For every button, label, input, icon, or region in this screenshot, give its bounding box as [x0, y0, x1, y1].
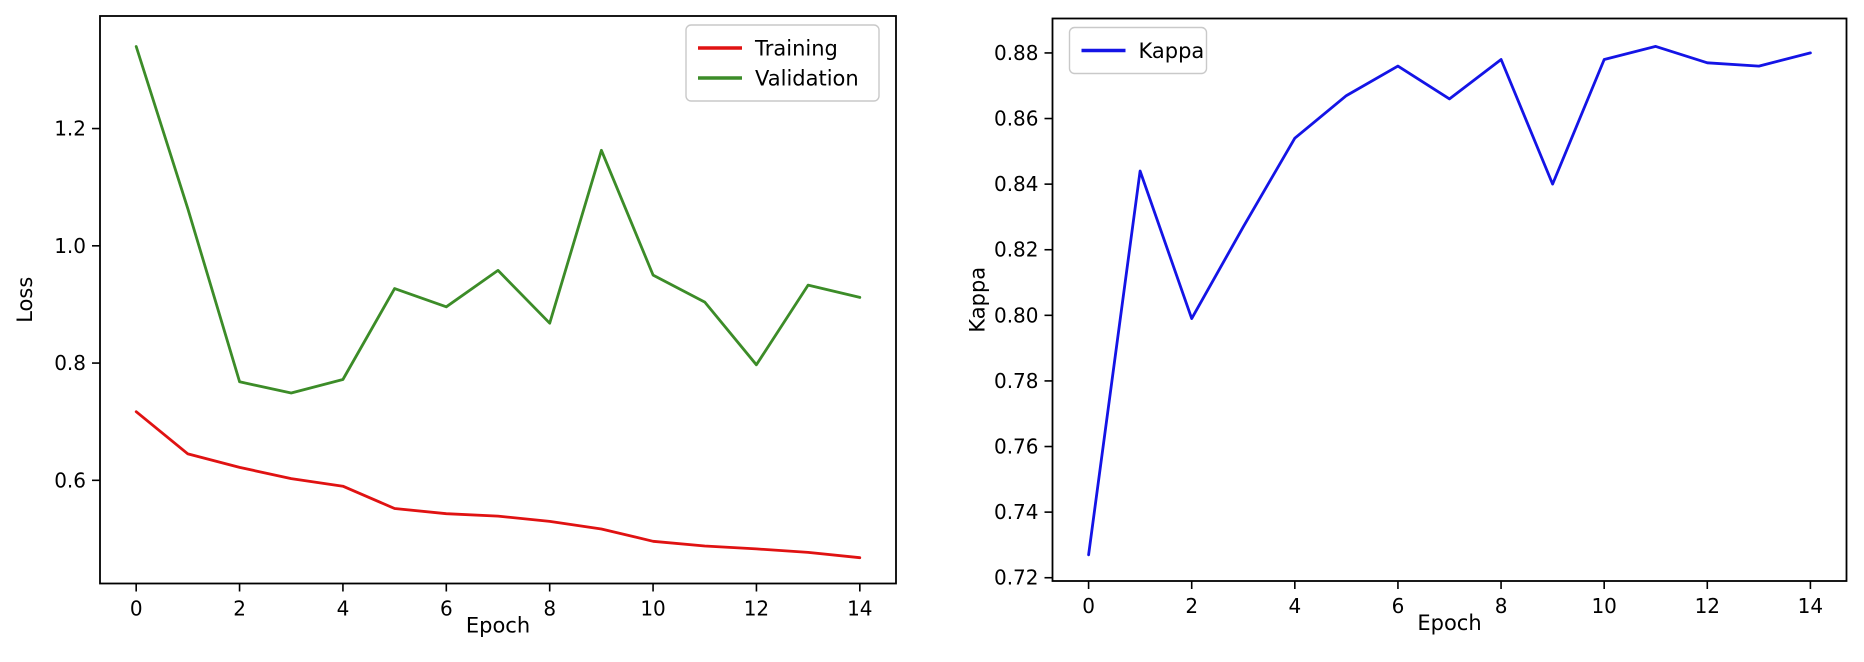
loss-y-tick-label: 0.6: [54, 468, 86, 492]
loss-plot-border: [99, 15, 897, 585]
training-validation-loss-chart: 0 2 4 6 8 10 12 14 0.6 0.8 1.0 1.2 Epoch Loss Training…: [13, 15, 897, 638]
kappa-legend-label: Kappa: [1139, 39, 1205, 63]
kappa-y-tick-label: 0.88: [994, 41, 1039, 65]
kappa-x-axis-label: Epoch: [1417, 611, 1481, 635]
loss-legend: Training Validation: [685, 24, 880, 102]
kappa-y-tick-label: 0.74: [994, 500, 1039, 524]
loss-x-tick-label: 0: [130, 597, 143, 621]
loss-x-tick-label: 6: [440, 597, 453, 621]
kappa-y-tick-label: 0.82: [994, 238, 1039, 262]
loss-y-axis-label: Loss: [13, 277, 37, 323]
kappa-x-tick-label: 6: [1392, 594, 1405, 618]
kappa-y-tick-label: 0.80: [994, 303, 1039, 327]
kappa-y-axis-label: Kappa: [966, 267, 990, 333]
loss-x-tick-label: 10: [640, 597, 665, 621]
kappa-y-tick-label: 0.72: [994, 566, 1039, 590]
kappa-y-tick-label: 0.86: [994, 107, 1039, 131]
loss-x-tick-label: 8: [543, 597, 556, 621]
loss-y-tick-label: 1.0: [54, 234, 86, 258]
kappa-x-tick-label: 12: [1695, 594, 1720, 618]
kappa-y-tick-label: 0.78: [994, 369, 1039, 393]
loss-y-tick-label: 0.8: [54, 351, 86, 375]
kappa-series-kappa-line: [1087, 45, 1812, 557]
loss-y-tick-label: 1.2: [54, 117, 86, 141]
kappa-legend: Kappa: [1068, 26, 1208, 75]
kappa-legend-box: [1068, 26, 1208, 75]
kappa-x-tick-label: 2: [1185, 594, 1198, 618]
loss-series-training-line: [134, 410, 862, 560]
kappa-x-tick-label: 4: [1288, 594, 1301, 618]
loss-x-tick-label: 2: [233, 597, 246, 621]
kappa-x-tick-label: 14: [1798, 594, 1823, 618]
kappa-x-tick-label: 0: [1082, 594, 1095, 618]
loss-series-validation-line: [134, 45, 862, 395]
kappa-y-tick-label: 0.84: [994, 172, 1039, 196]
loss-legend-label: Validation: [755, 67, 859, 91]
loss-x-axis-label: Epoch: [466, 614, 530, 638]
kappa-x-tick-label: 8: [1495, 594, 1508, 618]
loss-legend-label: Training: [754, 37, 838, 61]
loss-legend-box: [685, 24, 880, 102]
kappa-chart: 0 2 4 6 8 10 12 14 0.72 0.74 0.76 0.78 0.80 0.82 0.84 0…: [966, 17, 1848, 635]
kappa-y-tick-label: 0.76: [994, 435, 1039, 459]
loss-x-tick-label: 14: [847, 597, 872, 621]
kappa-x-tick-label: 10: [1591, 594, 1616, 618]
loss-x-tick-label: 4: [337, 597, 350, 621]
kappa-plot-border: [1051, 17, 1848, 582]
loss-x-tick-label: 12: [744, 597, 769, 621]
